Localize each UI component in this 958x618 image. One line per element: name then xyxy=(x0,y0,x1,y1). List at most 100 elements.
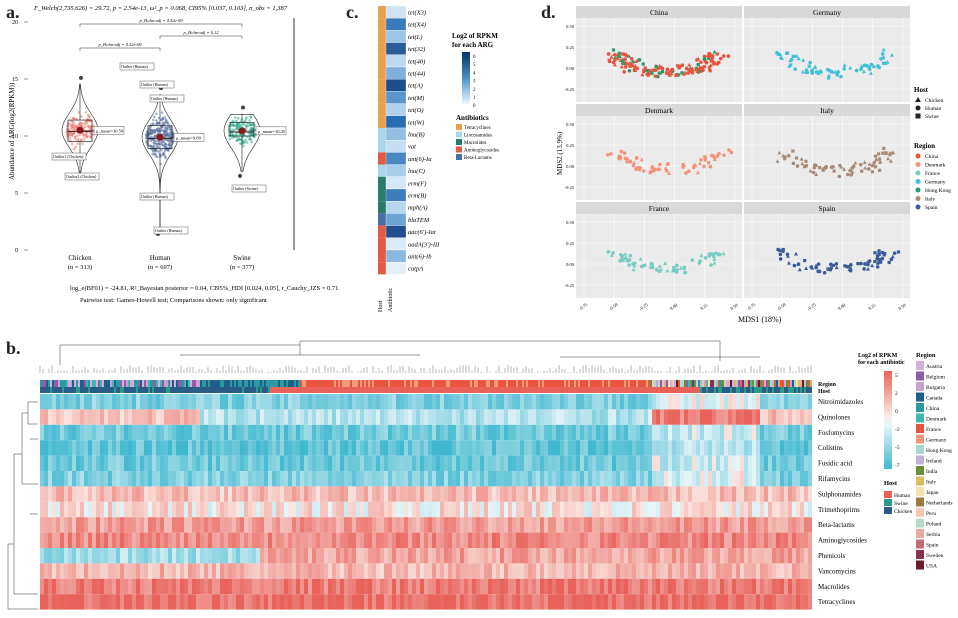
panel-b-region-annot xyxy=(428,380,430,387)
panel-b-heat-cell xyxy=(260,471,264,487)
panel-b-host-annot xyxy=(652,387,654,393)
panel-b-heat-cell xyxy=(208,424,212,441)
panel-b-heat-cell xyxy=(704,532,708,548)
panel-b-heat-cell xyxy=(156,440,160,456)
panel-b-heat-cell xyxy=(172,440,176,456)
panel-b-host-annot xyxy=(74,387,76,393)
panel-b-heat-cell xyxy=(464,532,468,548)
panel-b-heat-cell xyxy=(404,578,408,595)
panel-a-violin xyxy=(61,83,99,173)
panel-b-host-annot xyxy=(372,387,374,393)
panel-b-heat-cell xyxy=(604,532,608,548)
panel-b-host-annot xyxy=(54,387,56,393)
panel-b-heat-cell xyxy=(724,532,728,548)
panel-b-heat-cell xyxy=(508,486,512,502)
panel-b-region-annot xyxy=(344,380,346,387)
panel-b-heat-cell xyxy=(212,501,216,518)
panel-b-heat-cell xyxy=(584,517,588,533)
panel-d-point xyxy=(858,162,863,167)
panel-b-heat-cell xyxy=(416,455,420,471)
panel-b-heat-cell xyxy=(724,409,728,425)
panel-b-heat-cell xyxy=(80,394,84,410)
panel-b-heat-cell xyxy=(224,532,228,548)
panel-b-heat-cell xyxy=(576,517,580,533)
panel-b-region-annot xyxy=(302,380,304,387)
panel-b-heat-cell xyxy=(696,424,700,441)
panel-b-heat-cell xyxy=(480,424,484,441)
panel-b-heat-cell xyxy=(132,578,136,595)
panel-b-heat-cell xyxy=(272,440,276,456)
panel-b-host-annot xyxy=(454,387,456,393)
panel-b-heat-cell xyxy=(420,486,424,502)
panel-b-heat-cell xyxy=(368,409,372,425)
panel-d-point xyxy=(874,157,879,162)
panel-b-heat-cell xyxy=(492,578,496,595)
panel-b-heat-cell xyxy=(424,424,428,441)
panel-b-heat-cell xyxy=(616,594,620,610)
panel-b-region-annot xyxy=(312,380,314,387)
panel-b-heat-cell xyxy=(152,563,156,579)
panel-b-heat-cell xyxy=(468,517,472,533)
panel-b-heat-cell xyxy=(692,501,696,518)
panel-a-label: a. xyxy=(6,2,20,22)
panel-b-heat-cell xyxy=(452,501,456,518)
panel-d-point xyxy=(888,158,893,163)
panel-b-heat-cell xyxy=(140,501,144,518)
panel-b-heat-cell xyxy=(348,424,352,441)
panel-b-heat-cell xyxy=(492,501,496,518)
panel-b-heat-cell xyxy=(468,440,472,456)
panel-b-host-annot xyxy=(406,387,408,393)
panel-b-host-annot xyxy=(710,387,712,393)
panel-b-row-label: Trimethoprims xyxy=(818,506,860,514)
panel-b-heat-cell xyxy=(784,563,788,579)
panel-b-heat-cell xyxy=(296,517,300,533)
panel-b-host-swatch xyxy=(884,507,892,514)
panel-b-heat-cell xyxy=(324,594,328,610)
panel-a-outlier-label: Outlier (Human) xyxy=(155,228,182,233)
panel-b-host-annot xyxy=(546,387,548,393)
panel-b-heat-cell xyxy=(800,486,804,502)
panel-b-heat-cell xyxy=(736,594,740,610)
panel-b-host-annot xyxy=(248,387,250,393)
panel-b-heat-cell xyxy=(544,409,548,425)
panel-b-heat-cell xyxy=(648,424,652,441)
panel-d-point xyxy=(687,169,691,174)
panel-b-heat-cell xyxy=(616,394,620,410)
panel-b-heat-cell xyxy=(308,409,312,425)
panel-b-heat-cell xyxy=(532,424,536,441)
panel-b-heat-cell xyxy=(176,548,180,564)
panel-b-host-annot xyxy=(362,387,364,393)
panel-b-heat-cell xyxy=(80,563,84,579)
panel-b-heat-cell xyxy=(252,594,256,610)
panel-b-heat-cell xyxy=(356,548,360,564)
panel-b-region-annot xyxy=(742,380,744,387)
panel-b-heat-cell xyxy=(116,394,120,410)
panel-b-heat-cell xyxy=(772,501,776,518)
panel-b-heat-cell xyxy=(260,455,264,471)
panel-b-heat-cell xyxy=(412,517,416,533)
panel-b-region-annot xyxy=(594,380,596,387)
panel-b-region-swatch xyxy=(916,560,924,570)
panel-b-heat-cell xyxy=(492,440,496,456)
panel-c-annot-cell xyxy=(378,176,386,189)
panel-b-heat-cell xyxy=(440,394,444,410)
panel-b-region-annot xyxy=(514,380,516,387)
panel-b-heat-cell xyxy=(524,486,528,502)
panel-b-heat-cell xyxy=(600,548,604,564)
panel-b-host-annot xyxy=(580,387,582,393)
panel-b-heat-cell xyxy=(652,424,656,441)
panel-b-heat-cell xyxy=(708,440,712,456)
panel-b-heat-cell xyxy=(192,532,196,548)
panel-b-region-annot xyxy=(158,380,160,387)
panel-b-heat-cell xyxy=(336,394,340,410)
panel-b-heat-cell xyxy=(492,517,496,533)
panel-b-heat-cell xyxy=(720,532,724,548)
panel-b-heat-cell xyxy=(492,424,496,441)
panel-b-heat-cell xyxy=(516,578,520,595)
panel-b-host-annot xyxy=(748,387,750,393)
panel-b-heat-cell xyxy=(624,578,628,595)
panel-b-heat-cell xyxy=(72,532,76,548)
panel-b-heat-cell xyxy=(84,563,88,579)
panel-b-heat-cell xyxy=(244,409,248,425)
panel-b-heat-cell xyxy=(440,517,444,533)
